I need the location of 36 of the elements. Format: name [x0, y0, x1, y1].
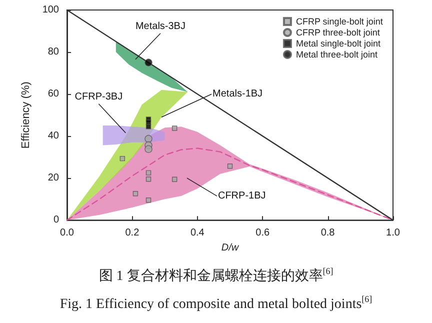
point — [120, 156, 126, 162]
point — [132, 191, 138, 196]
legend-label: CFRP three-bolt joint — [296, 28, 380, 38]
x-axis-title: D/w — [221, 242, 240, 254]
annotation: Metals-3BJ — [135, 20, 186, 32]
legend-label: Metal single-bolt joint — [296, 38, 382, 48]
point — [146, 198, 152, 203]
point — [144, 145, 152, 153]
x-tick-label: 0.6 — [256, 228, 270, 239]
point — [144, 134, 152, 143]
x-tick-label: 0.2 — [125, 228, 140, 239]
text: 图 1 复合材料和金属螺栓连接的效率$^{[6]}$ — [98, 265, 334, 286]
y-tick-label: 40 — [48, 130, 60, 142]
y-tick-label: 100 — [42, 4, 60, 16]
point — [146, 176, 152, 182]
legend-label: Metal three-bolt joint — [296, 50, 378, 60]
x-tick-label: 0.0 — [60, 228, 74, 239]
text: Fig. 1 Efficiency of composite and metal bolted joints$^{[6]}$ — [58, 293, 374, 314]
x-tick-label: 0.4 — [190, 228, 205, 239]
y-tick-label: 80 — [48, 46, 60, 58]
point — [172, 176, 178, 182]
annotation: Metals-1BJ — [212, 88, 263, 100]
legend-label: CFRP single-bolt joint — [296, 16, 384, 26]
y-tick-label: 60 — [48, 88, 60, 100]
point — [172, 126, 178, 131]
y-tick-label: 20 — [48, 172, 60, 184]
point — [146, 170, 152, 176]
x-tick-label: 0.8 — [320, 228, 336, 239]
point — [227, 164, 233, 169]
y-axis-title: Efficiency (%) — [20, 82, 32, 149]
annotation: CFRP-1BJ — [218, 190, 266, 202]
point — [144, 58, 152, 66]
y-tick-label: 0 — [53, 214, 60, 226]
point — [146, 124, 152, 130]
x-tick-label: 1.0 — [386, 228, 400, 239]
annotation: CFRP-3BJ — [74, 91, 123, 102]
